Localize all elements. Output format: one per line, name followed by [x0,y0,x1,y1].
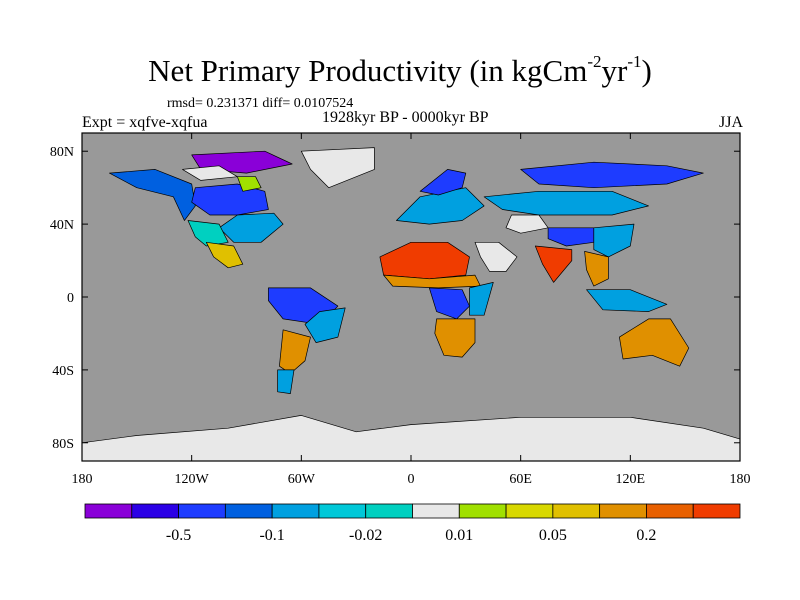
region-canada-yellow [237,176,262,192]
colorbar-label: -0.5 [166,527,191,544]
x-tick-label: 120E [616,472,646,487]
region-greenland [300,147,375,189]
region-southern-africa [434,318,476,358]
colorbar-box [318,503,367,519]
x-tick-label: 0 [408,472,415,487]
region-south-america-south [279,329,311,374]
colorbar-label: 0.2 [636,527,656,544]
stats-label: rmsd= 0.231371 diff= 0.0107524 [167,96,354,111]
region-china-east [593,223,635,258]
colorbar-box [505,503,554,519]
world-map [81,132,741,462]
region-siberia-south [483,190,649,216]
y-tick-label: 80S [52,437,74,452]
region-southeast-asia [584,251,609,287]
x-tick-label: 180 [72,472,93,487]
region-central-africa [428,287,470,320]
colorbar-box [552,503,601,519]
colorbar-box [84,503,133,519]
colorbar-box [178,503,226,519]
y-tick-label: 40S [52,364,74,379]
period-label: 1928kyr BP - 0000kyr BP [322,109,489,126]
colorbar-box [692,503,741,519]
colorbar-box [224,503,273,519]
x-tick-label: 60W [288,472,316,487]
colorbar-box [599,503,647,519]
region-east-africa [469,282,494,316]
y-tick-label: 40N [50,218,74,233]
season-label: JJA [718,114,743,131]
region-central-asia [505,214,549,234]
region-indonesia [586,289,668,312]
colorbar-box [412,503,460,519]
colorbar-label: -0.02 [349,527,382,544]
region-scandinavia [419,169,467,196]
region-australia [619,318,690,367]
region-india [534,245,573,283]
y-tick-label: 80N [50,145,74,160]
colorbar: -0.5 -0.1 -0.02 0.01 0.05 0.2 [84,503,741,544]
x-tick-label: 180 [730,472,751,487]
colorbar-box [271,503,320,519]
colorbar-box [458,503,507,519]
experiment-label: Expt = xqfve-xqfua [82,114,208,131]
region-patagonia [277,369,295,394]
x-tick-label: 60E [509,472,532,487]
map-title: Net Primary Productivity (in kgCm-2yr-1) [148,52,652,88]
region-north-america-west [109,169,196,221]
colorbar-label: 0.05 [539,527,567,544]
map-axes: 180 120W 60W 0 60E 120E 180 80N 40N 0 40S 80S [50,133,751,487]
colorbar-label: 0.01 [445,527,473,544]
region-europe [396,187,485,225]
colorbar-box [131,503,179,519]
region-brazil-east [304,307,346,343]
region-mexico [205,241,244,269]
region-arabia [474,241,518,272]
region-tibet [547,227,595,247]
y-tick-label: 0 [67,291,74,306]
colorbar-label: -0.1 [259,527,284,544]
colorbar-box [365,503,413,519]
x-tick-label: 120W [175,472,210,487]
colorbar-box [646,503,694,519]
region-siberia-north [520,161,704,189]
